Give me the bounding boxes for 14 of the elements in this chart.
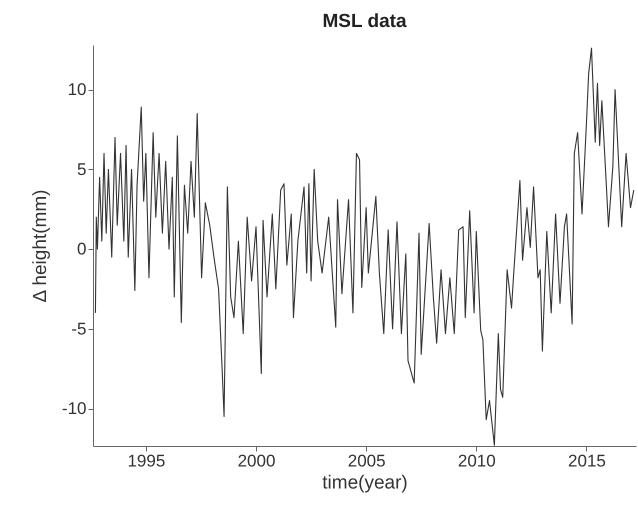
x-tick-label: 2010 xyxy=(458,452,496,470)
y-tick-label: 5 xyxy=(77,160,86,179)
x-tick-label: 2000 xyxy=(238,452,276,470)
y-tick-label: -10 xyxy=(62,399,86,418)
x-tick-label: 2005 xyxy=(348,452,386,470)
y-tick-label: -5 xyxy=(71,319,86,338)
y-tick-label: 10 xyxy=(68,80,86,100)
x-axis-title: time(year) xyxy=(322,472,408,494)
x-tick-label: 1995 xyxy=(127,452,166,470)
y-tick-label: 0 xyxy=(77,240,86,259)
chart-title: MSL data xyxy=(322,11,407,32)
x-tick-label: 2015 xyxy=(568,452,606,470)
line-series xyxy=(94,48,634,446)
y-axis-title: Δ height(mm) xyxy=(30,190,51,302)
